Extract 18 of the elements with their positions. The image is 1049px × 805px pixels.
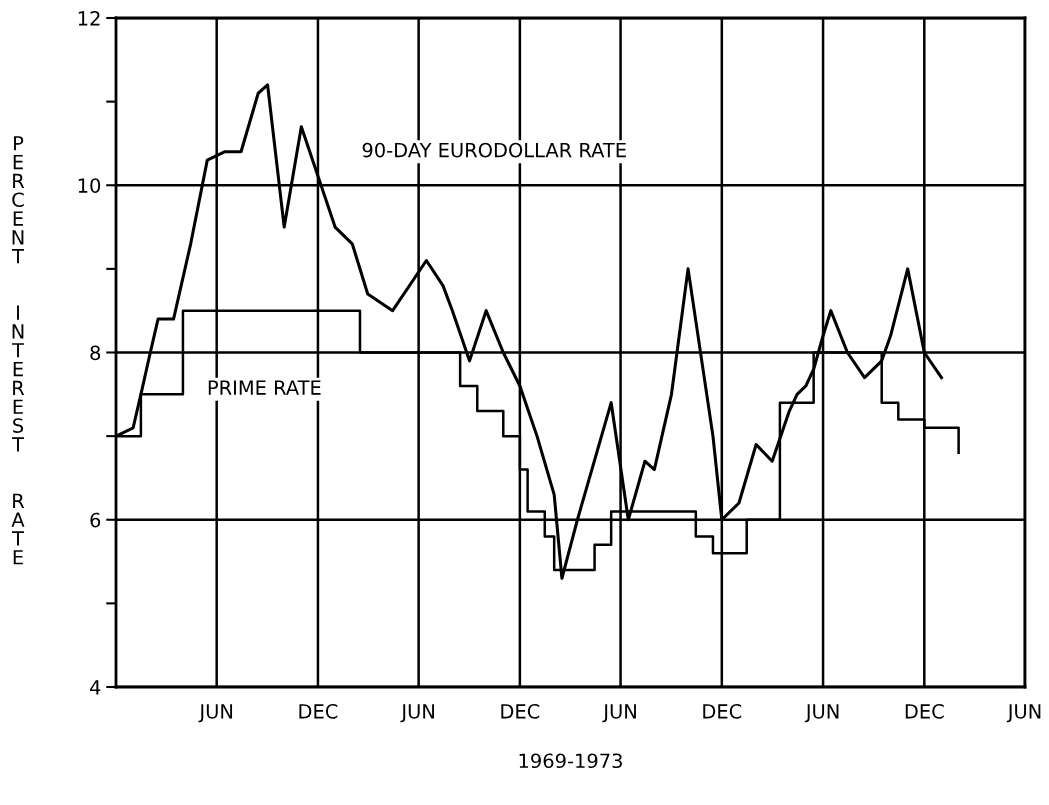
y-tick-label: 10: [78, 178, 101, 193]
x-tick-label: JUN: [1006, 704, 1041, 723]
y-tick-label: 12: [78, 10, 100, 26]
text: 90-DAY EURODOLLAR RATE: [362, 142, 626, 158]
y-tick-label: 6: [90, 512, 101, 528]
y-tick-label: 4: [90, 680, 101, 695]
x-tick-label: DEC: [501, 704, 540, 719]
x-tick-label: JUN: [602, 704, 636, 723]
x-tick-label: JUN: [804, 704, 839, 723]
x-axis-title: 1969-1973: [519, 753, 622, 769]
x-tick-label: JUN: [400, 704, 434, 723]
x-tick-label: DEC: [905, 704, 944, 719]
text: PERCENT INTEREST RATE: [11, 136, 25, 565]
series-label: PRIME RATE: [208, 380, 321, 395]
x-tick-label: DEC: [299, 704, 338, 719]
y-tick-label: 8: [90, 345, 101, 361]
x-tick-label: DEC: [703, 704, 742, 719]
x-tick-label: JUN: [198, 704, 233, 723]
